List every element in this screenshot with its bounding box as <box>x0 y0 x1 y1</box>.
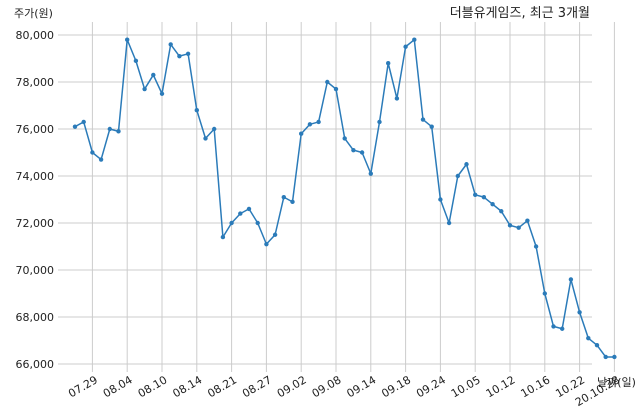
x-tick-label: 08.14 <box>171 373 205 400</box>
data-point <box>490 202 495 207</box>
data-point <box>220 234 226 240</box>
data-point <box>212 126 217 132</box>
data-point <box>551 324 556 329</box>
data-point <box>272 232 278 237</box>
chart-title: 더블유게임즈, 최근 3개월 <box>450 6 590 21</box>
data-point <box>533 244 539 249</box>
x-tick-label: 08.04 <box>101 373 135 400</box>
data-point <box>464 162 469 167</box>
data-point <box>499 209 504 214</box>
data-point <box>151 72 156 78</box>
y-tick-label: 74,000 <box>16 170 55 183</box>
data-point <box>203 136 208 141</box>
axis-layer: 66,000 68,000 70,000 72,000 74,000 76,000 78,0… <box>16 29 622 409</box>
data-point <box>403 44 408 49</box>
data-point <box>229 220 234 226</box>
x-tick-label: 09.14 <box>345 373 379 400</box>
x-tick-label: 09.18 <box>379 373 413 400</box>
data-point <box>264 241 269 247</box>
y-axis-label: 주가(원) <box>14 7 53 20</box>
x-tick-label: 10.05 <box>449 373 483 400</box>
data-point <box>394 96 400 101</box>
data-point <box>177 53 182 59</box>
data-point <box>342 136 347 141</box>
x-tick-label: 08.10 <box>136 373 170 400</box>
data-point <box>125 37 130 42</box>
series-line <box>74 38 615 358</box>
data-point <box>299 131 304 136</box>
data-point <box>116 129 121 134</box>
data-point <box>612 354 617 360</box>
data-point <box>603 354 608 360</box>
data-point <box>429 124 434 129</box>
data-point <box>560 326 565 331</box>
y-tick-label: 70,000 <box>16 264 55 277</box>
data-point <box>438 197 443 202</box>
data-point <box>107 126 113 132</box>
data-point <box>359 150 365 155</box>
data-point <box>185 51 191 56</box>
data-point <box>246 206 252 212</box>
data-point <box>420 117 426 122</box>
data-point <box>194 108 199 113</box>
y-tick-label: 66,000 <box>16 358 55 371</box>
y-tick-label: 72,000 <box>16 217 55 230</box>
data-point <box>290 199 295 205</box>
x-tick-label: 07.29 <box>66 373 100 400</box>
x-tick-label: 09.08 <box>310 373 344 400</box>
data-point <box>455 173 460 179</box>
data-point <box>594 343 600 348</box>
data-point <box>307 122 313 127</box>
x-tick-label: 09.02 <box>275 373 309 400</box>
data-point <box>255 220 260 226</box>
data-point <box>98 157 104 162</box>
y-tick-label: 80,000 <box>16 29 55 42</box>
data-point <box>133 58 139 64</box>
data-point <box>568 277 574 282</box>
data-point <box>238 211 243 216</box>
x-tick-label: 08.27 <box>240 373 274 400</box>
data-point <box>325 79 330 85</box>
data-point <box>516 225 521 230</box>
data-point <box>446 220 452 226</box>
data-point <box>542 291 547 296</box>
data-point <box>481 194 487 200</box>
data-point <box>281 194 286 200</box>
y-tick-label: 68,000 <box>16 311 55 324</box>
data-point <box>81 119 86 125</box>
data-point <box>577 310 582 315</box>
y-tick-label: 78,000 <box>16 76 55 89</box>
x-tick-label: 09.24 <box>414 373 448 400</box>
data-point <box>90 150 95 155</box>
data-point <box>333 86 339 92</box>
x-axis-label: 날짜(일) <box>597 375 636 389</box>
data-point <box>142 86 147 92</box>
data-point <box>168 42 173 47</box>
data-point <box>507 223 513 228</box>
data-point <box>377 119 382 125</box>
data-point <box>316 119 321 125</box>
data-point <box>159 91 165 96</box>
data-point <box>412 37 417 42</box>
data-point <box>525 218 530 223</box>
x-tick-label: 10.16 <box>519 373 553 400</box>
data-point <box>72 124 78 129</box>
data-point <box>368 171 373 176</box>
y-tick-label: 76,000 <box>16 123 55 136</box>
x-tick-label: 08.21 <box>205 373 239 400</box>
series-layer <box>72 37 617 360</box>
data-point <box>386 61 391 66</box>
grid-layer <box>58 22 615 372</box>
data-point <box>473 192 478 197</box>
data-point <box>351 147 356 153</box>
x-tick-label: 10.12 <box>484 373 518 400</box>
data-point <box>586 335 591 341</box>
